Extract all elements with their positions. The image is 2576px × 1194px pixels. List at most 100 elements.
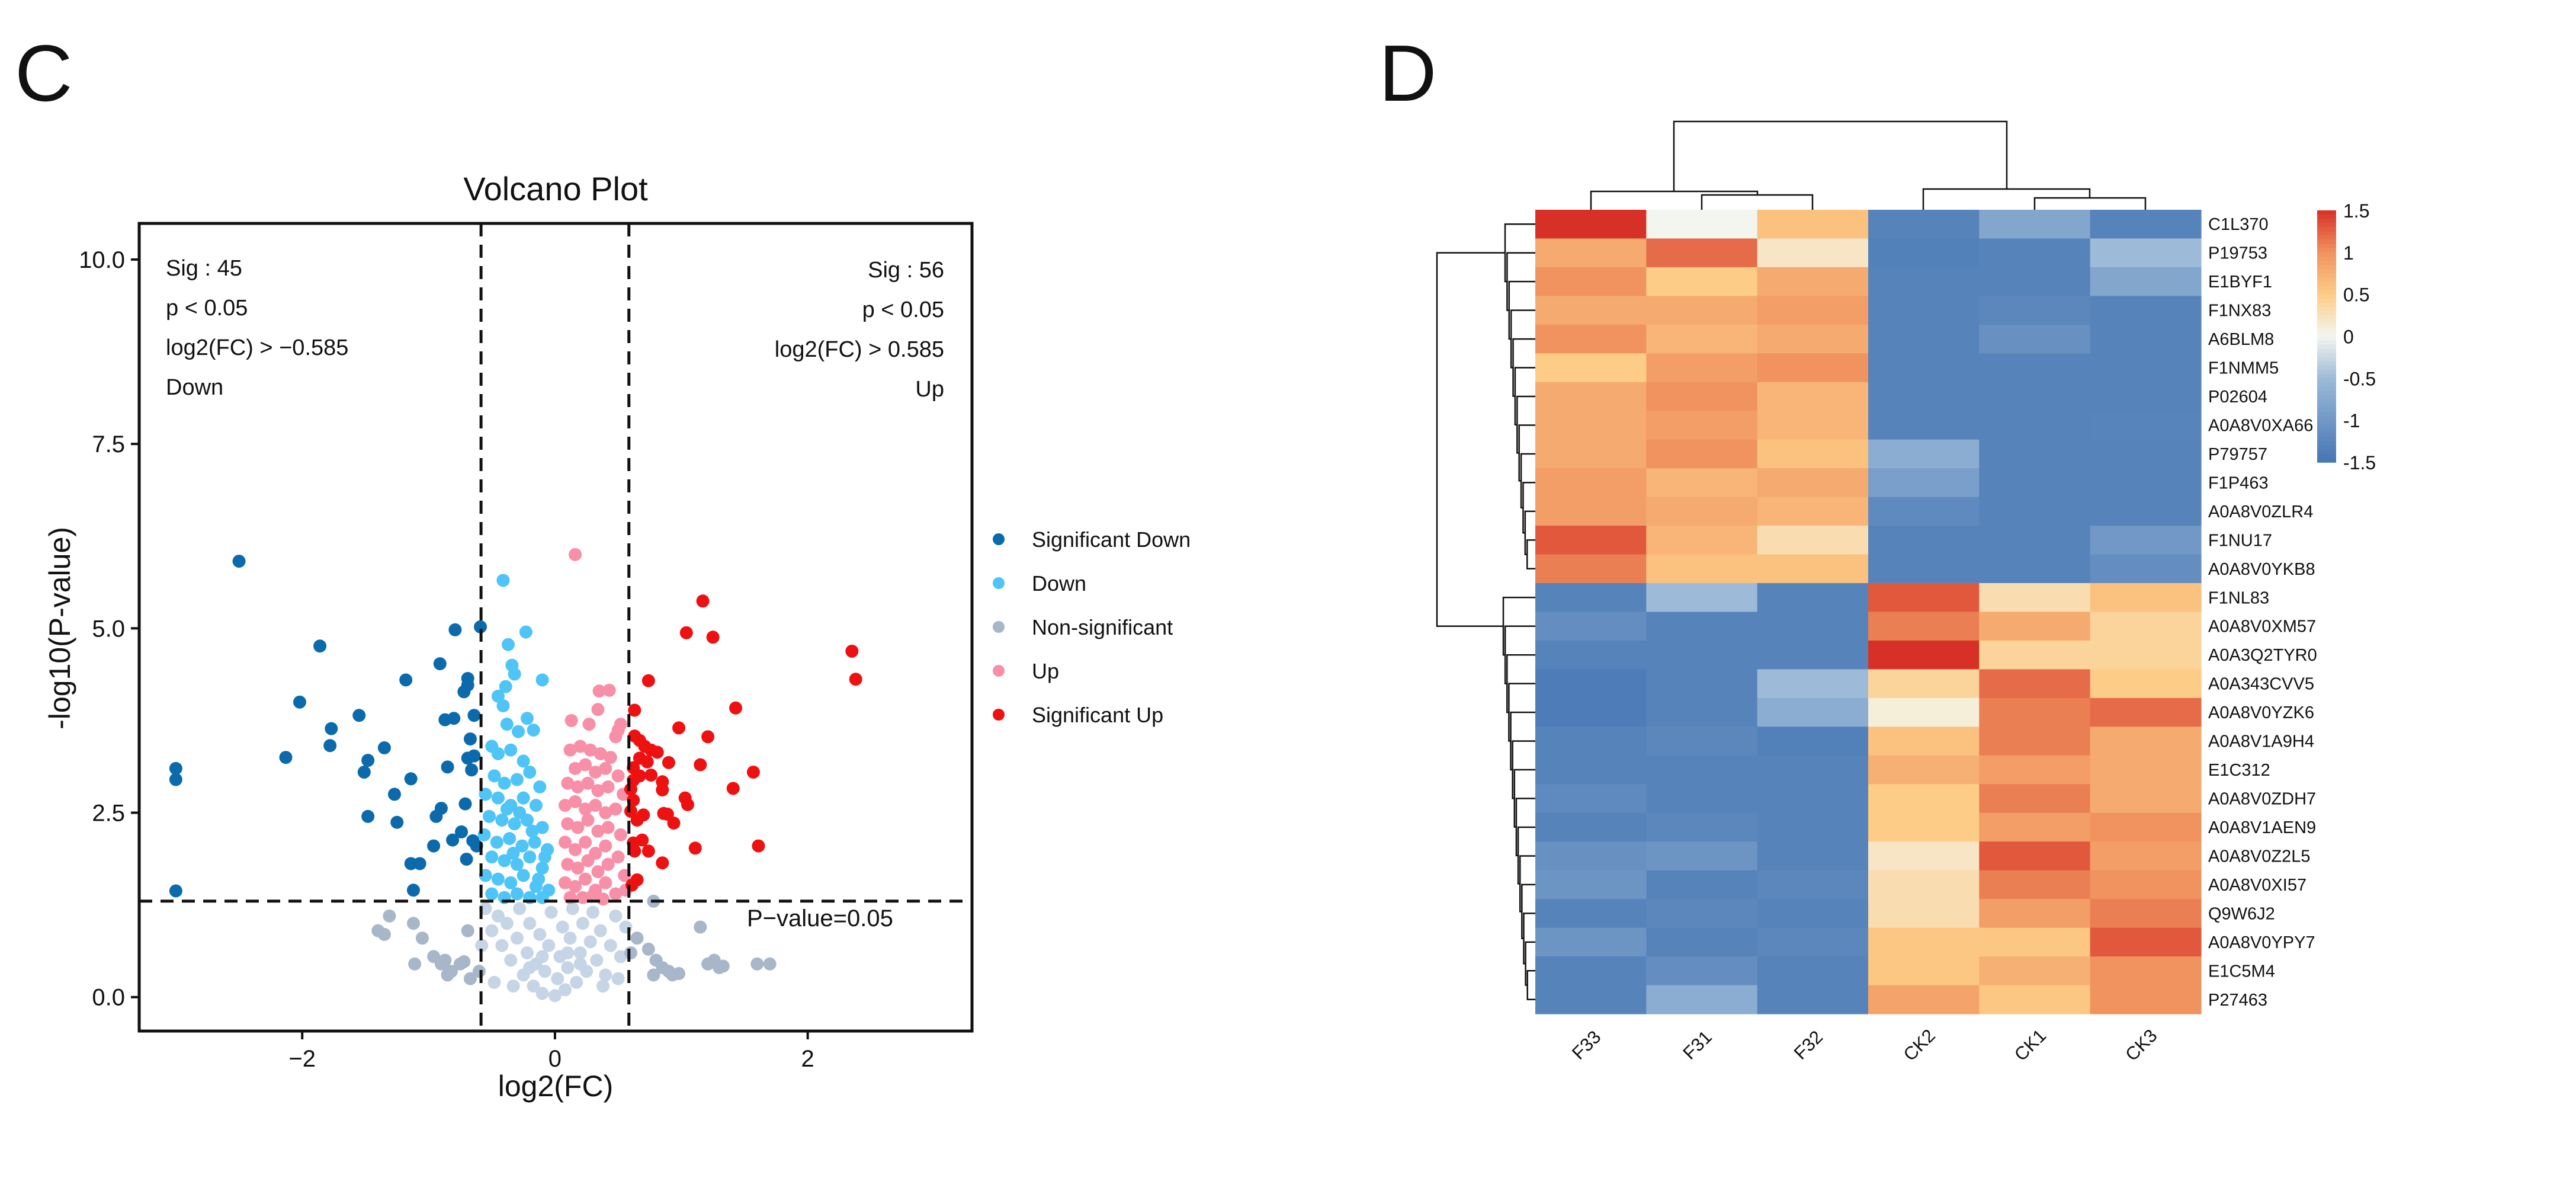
point-up [589, 766, 602, 779]
heatmap-cell [1979, 238, 2091, 268]
heatmap-cell [1646, 985, 1758, 1014]
heatmap-cell [1979, 726, 2091, 756]
point-down [500, 802, 514, 816]
row-label: P79757 [2208, 445, 2267, 464]
point-significant-up [624, 782, 637, 796]
heatmap-cell [2090, 755, 2202, 785]
point-significant-down [377, 741, 391, 755]
point-non-significant [463, 972, 477, 985]
heatmap-cell [1868, 956, 1980, 986]
colorbar-segment [2317, 386, 2336, 392]
heatmap-cell [1979, 870, 2091, 899]
point-down [535, 821, 549, 834]
point-up [561, 817, 575, 831]
row-label: A0A8V0XM57 [2208, 617, 2316, 636]
x-tick-label: 0 [548, 1046, 562, 1072]
point-significant-down [399, 673, 413, 687]
point-down [513, 806, 527, 820]
point-significant-down [467, 709, 481, 722]
heatmap-cell [1646, 468, 1758, 498]
point-down [523, 850, 537, 864]
heatmap-cell [1535, 812, 1647, 842]
colorbar-segment [2317, 378, 2336, 383]
heatmap-cell [1979, 899, 2091, 929]
heatmap-cell [1535, 927, 1647, 957]
point-non-significant [527, 979, 540, 993]
point-down [535, 673, 549, 687]
colorbar-segment [2317, 269, 2336, 274]
heatmap-cell [2090, 439, 2202, 469]
point-significant-down [169, 761, 182, 775]
point-up [594, 747, 607, 760]
heatmap-cell [1646, 927, 1758, 957]
row-label: A0A8V0YKB8 [2208, 560, 2315, 579]
point-up [571, 780, 585, 793]
point-down [491, 872, 505, 886]
row-label: A0A8V0ZLR4 [2208, 502, 2313, 521]
legend-label: Significant Up [1032, 703, 1163, 727]
point-non-significant [491, 909, 505, 923]
heatmap-cell [1646, 726, 1758, 756]
point-significant-down [474, 620, 487, 633]
point-non-significant [716, 959, 730, 973]
heatmap-cell [1757, 439, 1869, 469]
heatmap-cell [1646, 784, 1758, 814]
heatmap-cell [1979, 353, 2091, 383]
colorbar-segment [2317, 348, 2336, 354]
legend-marker [993, 621, 1005, 633]
panel-label-c: C [15, 28, 73, 118]
heatmap-cell [1646, 439, 1758, 469]
heatmap-cell [2090, 554, 2202, 584]
point-up [614, 828, 627, 841]
annotation-right: Up [915, 377, 944, 402]
heatmap-cell [1868, 238, 1980, 268]
point-significant-down [313, 639, 327, 653]
heatmap-cell [1868, 296, 1980, 325]
colorbar-segment [2317, 353, 2336, 358]
point-up [589, 799, 602, 812]
heatmap-cell [1868, 439, 1980, 469]
point-down [491, 689, 505, 703]
colorbar-segment [2317, 277, 2336, 283]
row-label: E1C312 [2208, 761, 2270, 780]
heatmap-cell [1868, 870, 1980, 899]
heatmap-cell [2090, 899, 2202, 929]
heatmap-cell [1979, 784, 2091, 814]
point-up [596, 892, 610, 906]
point-non-significant [513, 902, 527, 915]
point-down [510, 773, 524, 786]
heatmap-cell [1535, 468, 1647, 498]
y-tick-label: 7.5 [92, 431, 125, 457]
point-up [611, 850, 625, 864]
colorbar-segment [2317, 273, 2336, 279]
heatmap-cell [1868, 784, 1980, 814]
heatmap-cell [1979, 985, 2091, 1014]
heatmap-cell [1535, 583, 1647, 613]
point-significant-down [361, 809, 375, 823]
colorbar-segment [2317, 340, 2336, 345]
dendro-branch [1512, 740, 1535, 799]
heatmap-cell [1535, 267, 1647, 296]
colorbar-segment [2317, 210, 2336, 215]
heatmap-cell [1868, 324, 1980, 354]
point-up [581, 814, 595, 827]
heatmap-cell [1535, 899, 1647, 929]
colorbar-segment [2317, 290, 2336, 295]
heatmap-cell [1535, 697, 1647, 727]
point-down [491, 791, 505, 805]
heatmap-cell [1979, 210, 2091, 239]
heatmap-cell [1757, 411, 1869, 440]
point-significant-down [463, 732, 477, 746]
colorbar-segment [2317, 420, 2336, 425]
heatmap-cell [1535, 210, 1647, 239]
colorbar-segment [2317, 403, 2336, 408]
heatmap-cell [2090, 927, 2202, 957]
point-non-significant [614, 950, 627, 963]
heatmap-cell [2090, 267, 2202, 296]
point-up [569, 795, 582, 808]
point-down [523, 766, 537, 779]
colorbar: 1.5 1 0.5 0 -0.5 -1 -1.5 [2317, 200, 2376, 473]
point-up [604, 751, 617, 764]
heatmap-cell [2090, 411, 2202, 440]
point-up [579, 758, 592, 772]
